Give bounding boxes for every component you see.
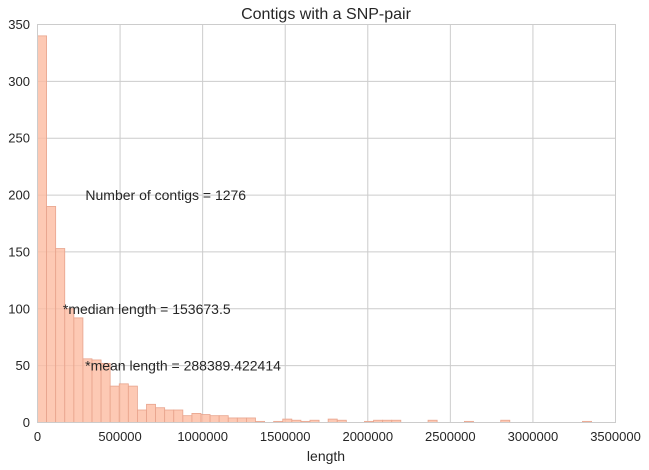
histogram-bar xyxy=(137,409,147,423)
histogram-bar xyxy=(236,417,247,423)
histogram-bar xyxy=(191,413,202,423)
histogram-bar xyxy=(173,409,184,423)
histogram-bar xyxy=(164,409,175,423)
histogram-bar xyxy=(146,403,156,423)
histogram-bar xyxy=(327,418,338,423)
histogram-bar xyxy=(227,417,238,423)
histogram-bar xyxy=(282,418,293,423)
x-tick-label: 0 xyxy=(34,429,41,444)
histogram-bar xyxy=(55,248,66,423)
histogram-bar xyxy=(182,415,193,423)
annotations: Number of contigs = 1276 *median length =… xyxy=(63,187,281,374)
x-tick-label: 2500000 xyxy=(425,429,476,444)
x-tick-label: 3000000 xyxy=(508,429,559,444)
histogram-bar xyxy=(64,308,75,423)
histogram-bar xyxy=(200,414,211,423)
y-tick-label: 150 xyxy=(8,244,30,259)
histogram-bar xyxy=(37,35,47,423)
histogram-bar xyxy=(118,383,129,423)
y-tick-labels: 0 50 100 150 200 250 300 350 xyxy=(8,17,30,430)
histogram-bar xyxy=(218,415,229,423)
x-tick-label: 2000000 xyxy=(342,429,393,444)
y-tick-label: 100 xyxy=(8,301,30,316)
grid-lines xyxy=(37,24,616,423)
y-tick-label: 250 xyxy=(8,131,30,146)
y-tick-label: 50 xyxy=(16,358,30,373)
x-tick-label: 3500000 xyxy=(590,429,641,444)
x-tick-label: 1500000 xyxy=(260,429,311,444)
y-tick-label: 200 xyxy=(8,188,30,203)
x-tick-label: 500000 xyxy=(98,429,141,444)
x-tick-label: 1000000 xyxy=(177,429,228,444)
histogram-bar xyxy=(73,317,84,423)
histogram-bar xyxy=(46,206,57,423)
y-tick-label: 0 xyxy=(23,415,30,430)
histogram-bar xyxy=(155,407,166,423)
annotation-text: *mean length = 288389.422414 xyxy=(85,358,281,374)
histogram-bar xyxy=(246,417,256,423)
y-tick-label: 350 xyxy=(8,17,30,32)
histogram-bar xyxy=(127,385,138,423)
annotation-text: Number of contigs = 1276 xyxy=(85,187,246,203)
plot-frame xyxy=(37,24,616,423)
chart-title: Contigs with a SNP-pair xyxy=(241,6,412,23)
x-axis-label: length xyxy=(307,448,345,464)
histogram-bar xyxy=(209,415,220,423)
y-tick-label: 300 xyxy=(8,74,30,89)
annotation-text: *median length = 153673.5 xyxy=(63,301,231,317)
histogram-bar xyxy=(109,385,120,423)
x-tick-labels: 0 500000 1000000 1500000 2000000 2500000 30000… xyxy=(34,429,641,444)
